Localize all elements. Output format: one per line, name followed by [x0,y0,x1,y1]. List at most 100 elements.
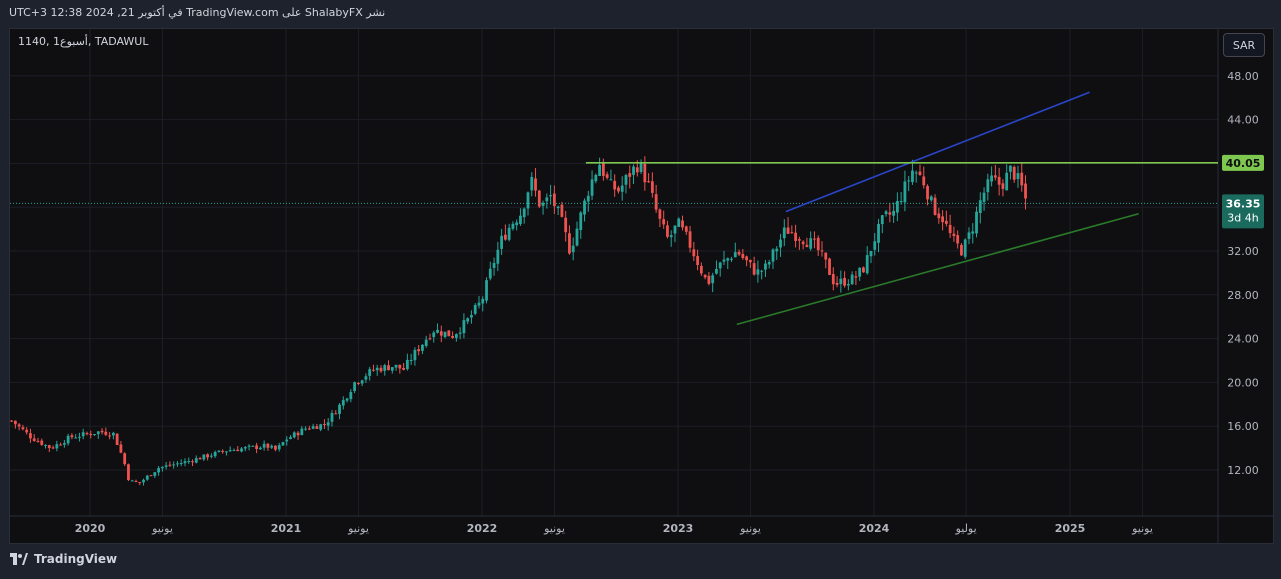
candle-body [424,339,428,346]
candle-body [353,382,356,391]
candle-body [911,170,914,183]
candle-body [843,277,846,286]
candle-body [752,263,756,275]
candle-body [153,472,157,476]
candle-body [134,480,138,482]
candle-body [858,267,862,277]
candle-body [1012,166,1016,180]
candle-body [168,464,172,466]
candle-body [326,422,330,426]
top-bar: UTC+3 في أكتوبر 21, 2024 12:38 TradingVi… [0,0,1281,28]
candle-body [390,367,394,371]
price-tick-label: 20.00 [1227,376,1259,389]
candle-body [801,241,805,245]
candle-body [575,228,579,246]
symbol-info[interactable]: 1140, أسبوع1, TADAWUL [18,35,149,48]
candle-body [978,200,982,213]
candle-body [733,252,737,258]
candle-body [944,220,948,224]
candle-body [718,262,722,269]
candle-body [741,253,745,259]
candle-body [526,192,530,209]
currency-button[interactable]: SAR [1223,33,1265,57]
candle-body [360,380,364,384]
candle-body [251,445,255,447]
candle-body [895,201,899,213]
tradingview-logo[interactable]: TradingView [10,552,117,566]
candle-body [933,197,937,215]
candle-body [93,434,96,436]
candle-body [44,444,47,446]
candle-body [405,359,409,370]
chart-frame[interactable] [9,28,1274,544]
price-tick-label: 44.00 [1227,114,1259,127]
candle-body [488,268,492,279]
candle-body [941,216,944,223]
candle-body [127,464,130,481]
candle-body [568,233,571,254]
candle-body [907,180,911,182]
price-axis: 48.0044.0040.0036.0032.0028.0024.0020.00… [1222,70,1264,477]
candle-body [417,349,421,352]
time-tick-label: يونيو [543,522,565,535]
candle-body [439,331,443,336]
candle-body [409,359,413,361]
candle-body [692,249,696,257]
candle-body [36,440,40,442]
candle-body [240,448,243,452]
candle-body [884,211,888,215]
candle-body [549,195,552,197]
current-price-tag [1222,194,1264,229]
upper_channel-line [785,91,1090,213]
candle-body [274,445,277,450]
candle-body [194,458,198,463]
candle-body [809,238,813,249]
candle-body [85,433,89,435]
candle-body [960,244,963,256]
candle-body [21,427,25,430]
candle-body [926,185,929,200]
candle-body [1016,173,1020,180]
candle-body [598,164,601,176]
candle-body [715,268,718,274]
candle-body [764,263,767,270]
candle-body [300,428,304,436]
price-tick-label: 28.00 [1227,289,1259,302]
candle-body [477,302,481,306]
candle-body [922,176,926,186]
candle-body [617,187,620,192]
candle-body [756,269,760,275]
candle-body [289,437,292,439]
candle-body [413,349,417,361]
candle-body [206,454,209,458]
candle-body [899,200,903,202]
time-tick-label: 2024 [859,522,890,535]
candle-body [379,367,383,372]
candle-body [421,344,424,351]
candle-body [982,192,986,202]
candle-body [986,179,990,193]
candle-body [643,163,647,183]
candle-body [537,190,541,207]
candle-body [669,235,673,238]
candle-body [481,298,485,304]
candle-body [579,212,583,231]
candle-body [398,364,402,369]
candle-body [794,232,797,241]
candle-body [673,225,677,234]
candle-body [217,450,221,452]
candle-body [236,449,240,452]
candle-body [771,249,775,262]
candle-body [447,330,451,337]
candle-body [993,175,997,178]
candle-body [688,231,692,248]
candle-body [990,175,993,182]
candle-body [17,424,21,427]
candle-body [364,376,368,380]
candle-body [66,435,70,444]
candle-body [790,232,794,234]
candle-body [854,276,858,278]
candle-body [115,433,119,445]
candle-body [55,444,59,449]
